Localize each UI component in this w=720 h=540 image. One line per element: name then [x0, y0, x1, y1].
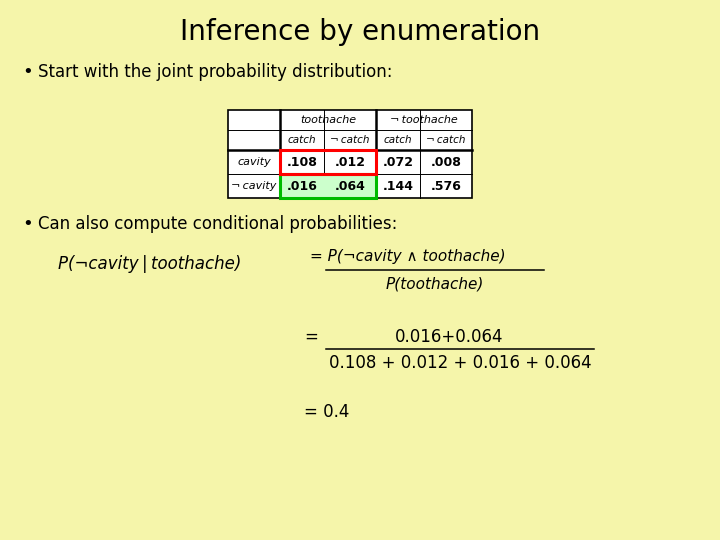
Text: = P(¬cavity ∧ toothache): = P(¬cavity ∧ toothache) [310, 249, 505, 265]
Text: •: • [22, 215, 32, 233]
Text: .576: .576 [431, 179, 462, 192]
Text: cavity: cavity [237, 157, 271, 167]
Text: ¬ toothache: ¬ toothache [390, 115, 458, 125]
Text: •: • [22, 63, 32, 81]
Text: .072: .072 [382, 156, 413, 168]
Text: catch: catch [384, 135, 413, 145]
Text: .008: .008 [431, 156, 462, 168]
Text: 0.108 + 0.012 + 0.016 + 0.064: 0.108 + 0.012 + 0.016 + 0.064 [329, 354, 591, 372]
Text: P(¬cavity | toothache): P(¬cavity | toothache) [58, 255, 241, 273]
Bar [280, 150, 376, 174]
Text: =: = [304, 328, 318, 346]
Text: Inference by enumeration: Inference by enumeration [180, 18, 540, 46]
Text: .144: .144 [382, 179, 413, 192]
Bar [228, 110, 472, 198]
Text: ¬ catch: ¬ catch [330, 135, 370, 145]
Text: .064: .064 [335, 179, 366, 192]
Text: = 0.4: = 0.4 [304, 403, 349, 421]
Text: ¬ cavity: ¬ cavity [231, 181, 276, 191]
Text: .108: .108 [287, 156, 318, 168]
Text: Can also compute conditional probabilities:: Can also compute conditional probabiliti… [38, 215, 397, 233]
Text: P(toothache): P(toothache) [386, 276, 484, 292]
Text: Start with the joint probability distribution:: Start with the joint probability distrib… [38, 63, 392, 81]
Text: ¬ catch: ¬ catch [426, 135, 466, 145]
Text: .016: .016 [287, 179, 318, 192]
Text: .012: .012 [335, 156, 366, 168]
Text: catch: catch [288, 135, 316, 145]
Text: 0.016+0.064: 0.016+0.064 [395, 328, 503, 346]
Text: toothache: toothache [300, 115, 356, 125]
Bar [280, 174, 376, 198]
